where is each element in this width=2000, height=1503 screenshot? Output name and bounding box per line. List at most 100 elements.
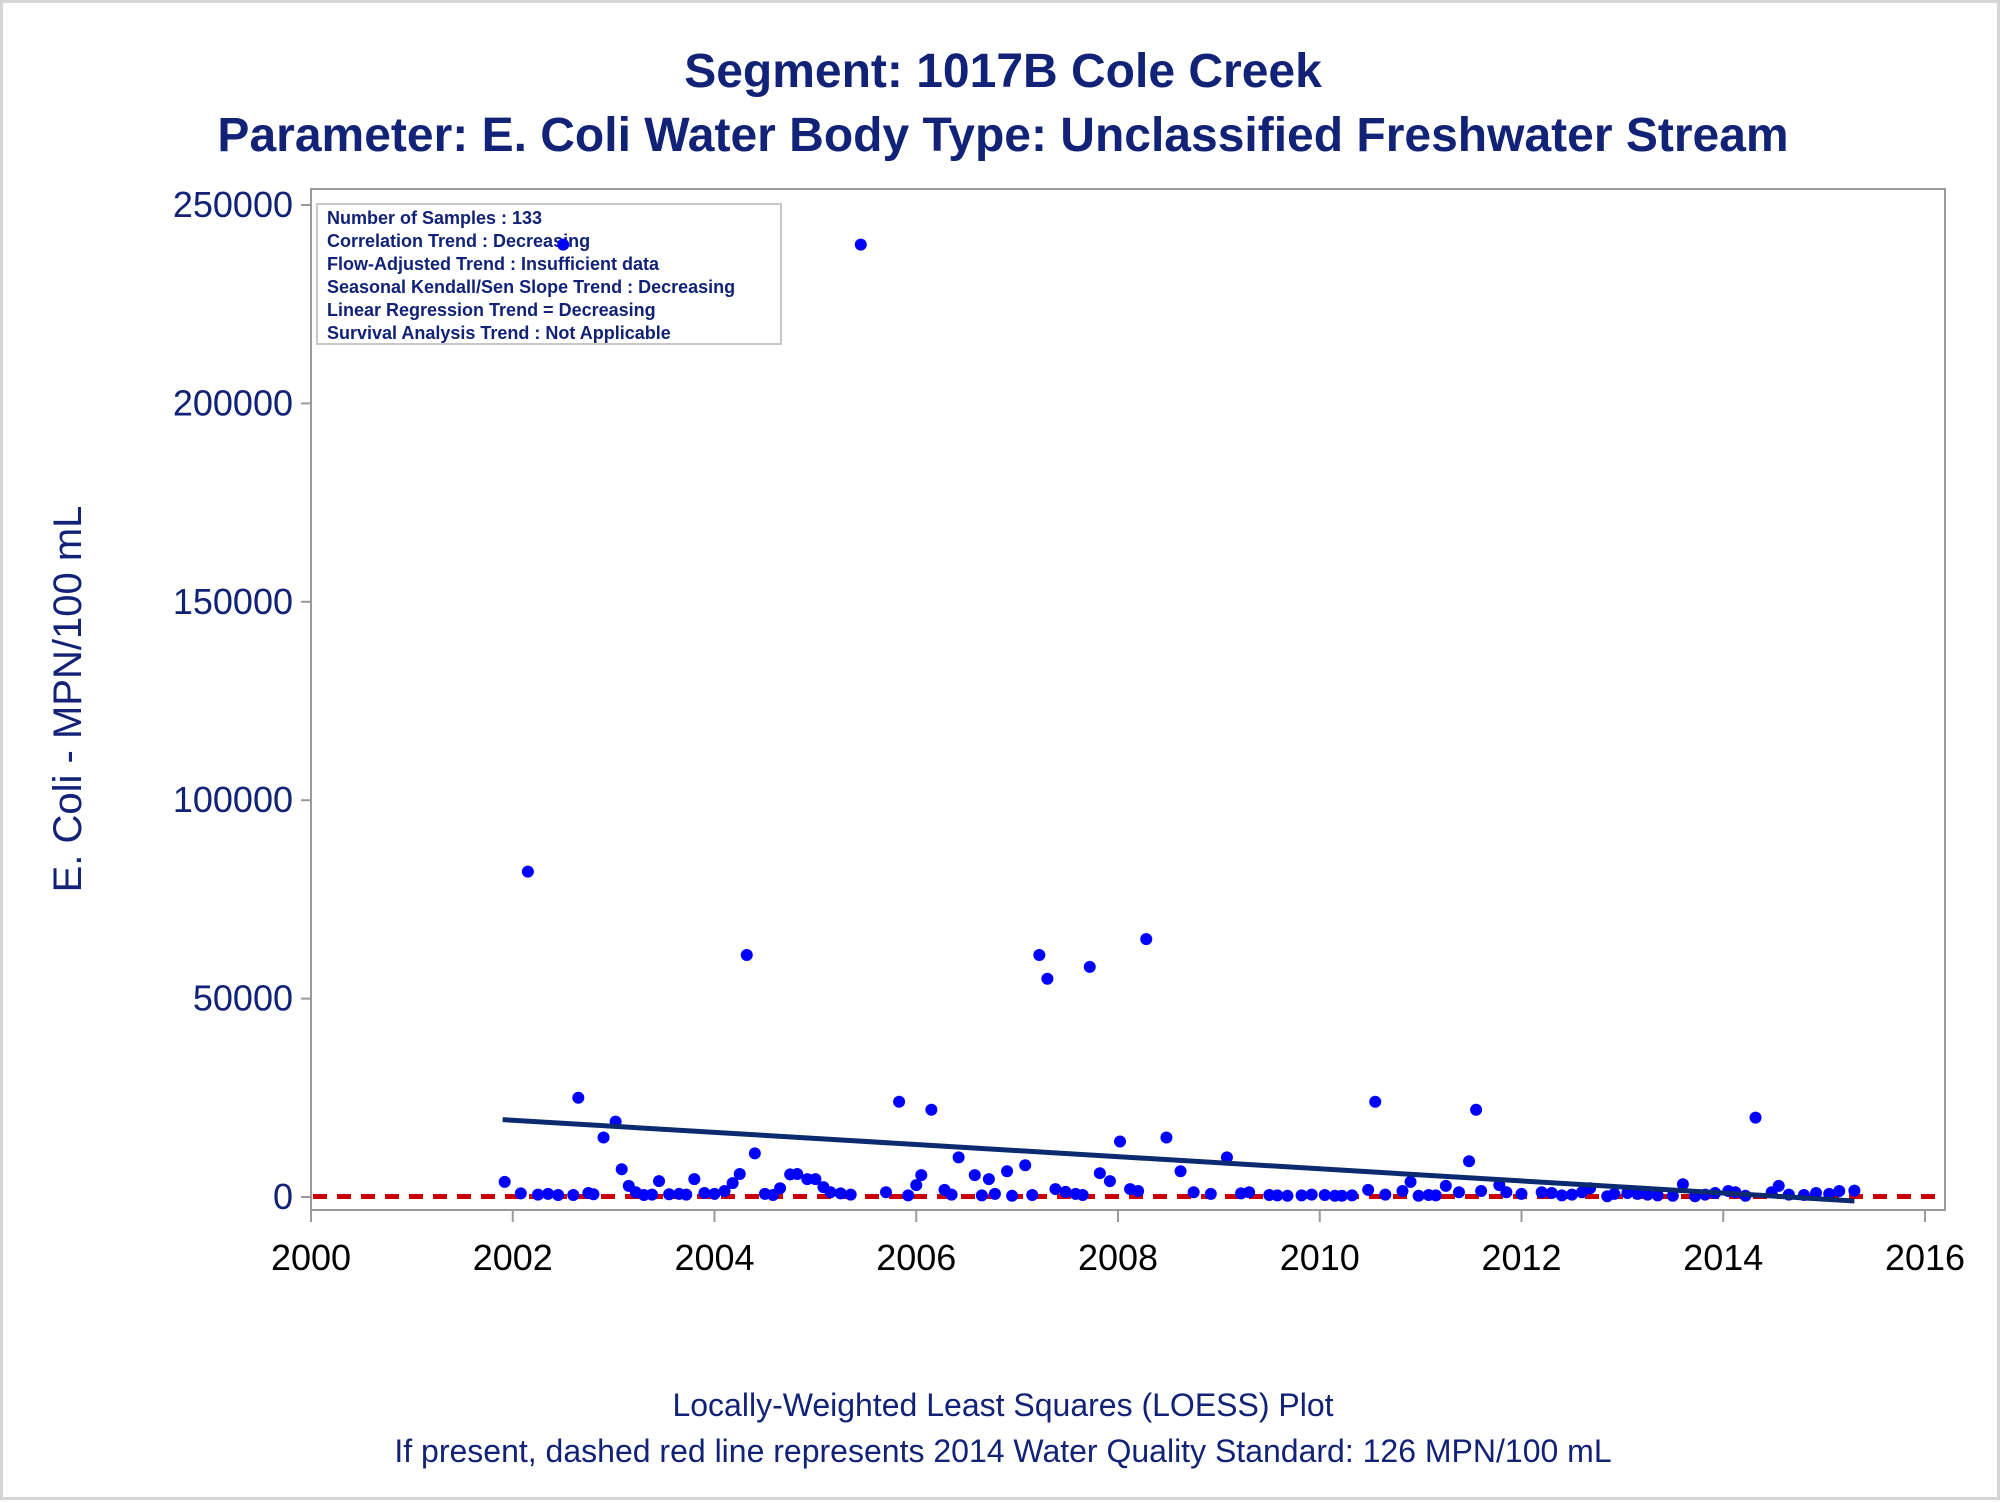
- data-point: [498, 1175, 511, 1188]
- data-point: [1001, 1165, 1014, 1178]
- x-tick-label: 2014: [1683, 1237, 1763, 1278]
- data-point: [1033, 948, 1046, 961]
- data-point: [1271, 1189, 1284, 1202]
- data-point: [1608, 1187, 1621, 1200]
- data-point: [718, 1185, 731, 1198]
- data-point: [1026, 1189, 1039, 1202]
- data-point: [1335, 1189, 1348, 1202]
- data-point: [1132, 1185, 1145, 1198]
- data-point: [740, 948, 753, 961]
- stats-box: Number of Samples : 133 Correlation Tren…: [316, 203, 782, 345]
- data-point: [1379, 1188, 1392, 1201]
- stats-line-seasonal-kendall: Seasonal Kendall/Sen Slope Trend : Decre…: [327, 277, 735, 297]
- data-point: [726, 1177, 739, 1190]
- data-point: [893, 1095, 906, 1108]
- data-point: [844, 1188, 857, 1201]
- data-point: [1369, 1095, 1382, 1108]
- data-point: [925, 1103, 938, 1116]
- data-point: [1631, 1187, 1644, 1200]
- stats-line-correlation: Correlation Trend : Decreasing: [327, 231, 590, 251]
- footnote-loess: Locally-Weighted Least Squares (LOESS) P…: [672, 1387, 1333, 1423]
- data-point: [1452, 1186, 1465, 1199]
- data-point: [653, 1175, 666, 1188]
- data-point: [854, 238, 867, 251]
- data-point: [680, 1188, 693, 1201]
- x-tick-label: 2006: [876, 1237, 956, 1278]
- data-point: [1500, 1186, 1513, 1199]
- x-tick-label: 2004: [674, 1237, 754, 1278]
- data-point: [1651, 1189, 1664, 1202]
- data-point: [587, 1188, 600, 1201]
- data-point: [1545, 1187, 1558, 1200]
- data-point: [1749, 1111, 1762, 1124]
- data-point: [774, 1182, 787, 1195]
- data-point: [521, 865, 534, 878]
- data-point: [1006, 1189, 1019, 1202]
- data-point: [1103, 1175, 1116, 1188]
- data-point: [1174, 1165, 1187, 1178]
- data-point: [1295, 1189, 1308, 1202]
- data-point: [1565, 1188, 1578, 1201]
- data-point: [1463, 1155, 1476, 1168]
- stats-line-survival-analysis: Survival Analysis Trend : Not Applicable: [327, 323, 671, 343]
- data-point: [988, 1187, 1001, 1200]
- data-point: [902, 1189, 915, 1202]
- loess-scatter-chart: Segment: 1017B Cole Creek Parameter: E. …: [46, 45, 1965, 1469]
- data-point: [1083, 960, 1096, 973]
- data-point: [834, 1187, 847, 1200]
- data-point: [1641, 1188, 1654, 1201]
- x-tick-label: 2008: [1078, 1237, 1158, 1278]
- data-point: [1160, 1131, 1173, 1144]
- data-point: [1187, 1186, 1200, 1199]
- data-point: [1318, 1189, 1331, 1202]
- data-point: [1412, 1189, 1425, 1202]
- stats-line-samples: Number of Samples : 133: [327, 208, 542, 228]
- data-point: [1204, 1187, 1217, 1200]
- data-point: [1429, 1189, 1442, 1202]
- data-point: [1404, 1175, 1417, 1188]
- data-point: [1305, 1188, 1318, 1201]
- stats-box-border: [316, 203, 782, 345]
- data-point: [982, 1173, 995, 1186]
- x-tick-label: 2002: [473, 1237, 553, 1278]
- data-point: [1140, 933, 1153, 946]
- data-point: [1093, 1167, 1106, 1180]
- chart-marks: [313, 238, 1943, 1204]
- data-point: [567, 1189, 580, 1202]
- y-tick-label: 0: [273, 1176, 293, 1217]
- data-point: [1220, 1151, 1233, 1164]
- footnote-standard: If present, dashed red line represents 2…: [394, 1433, 1611, 1469]
- data-point: [1362, 1183, 1375, 1196]
- data-point: [1049, 1183, 1062, 1196]
- data-point: [968, 1169, 981, 1182]
- stats-line-linear-regression: Linear Regression Trend = Decreasing: [327, 300, 656, 320]
- data-point: [879, 1186, 892, 1199]
- x-tick-label: 2012: [1481, 1237, 1561, 1278]
- data-point: [1676, 1178, 1689, 1191]
- data-point: [531, 1188, 544, 1201]
- data-point: [1439, 1179, 1452, 1192]
- data-point: [945, 1188, 958, 1201]
- data-point: [557, 238, 570, 251]
- data-point: [733, 1167, 746, 1180]
- data-point: [542, 1187, 555, 1200]
- data-point: [910, 1179, 923, 1192]
- data-point: [572, 1091, 585, 1104]
- data-point: [645, 1188, 658, 1201]
- data-point: [688, 1173, 701, 1186]
- chart-subtitle: Parameter: E. Coli Water Body Type: Uncl…: [217, 109, 1788, 162]
- plot-area-border: [310, 188, 1946, 1211]
- data-point: [1833, 1185, 1846, 1198]
- data-point: [597, 1131, 610, 1144]
- data-point: [1346, 1189, 1359, 1202]
- data-point: [809, 1173, 822, 1186]
- data-point: [698, 1187, 711, 1200]
- data-point: [514, 1187, 527, 1200]
- data-point: [663, 1188, 676, 1201]
- y-tick-label: 150000: [173, 581, 293, 622]
- data-point: [1281, 1189, 1294, 1202]
- data-point: [615, 1163, 628, 1176]
- data-point: [1666, 1189, 1679, 1202]
- data-point: [748, 1147, 761, 1160]
